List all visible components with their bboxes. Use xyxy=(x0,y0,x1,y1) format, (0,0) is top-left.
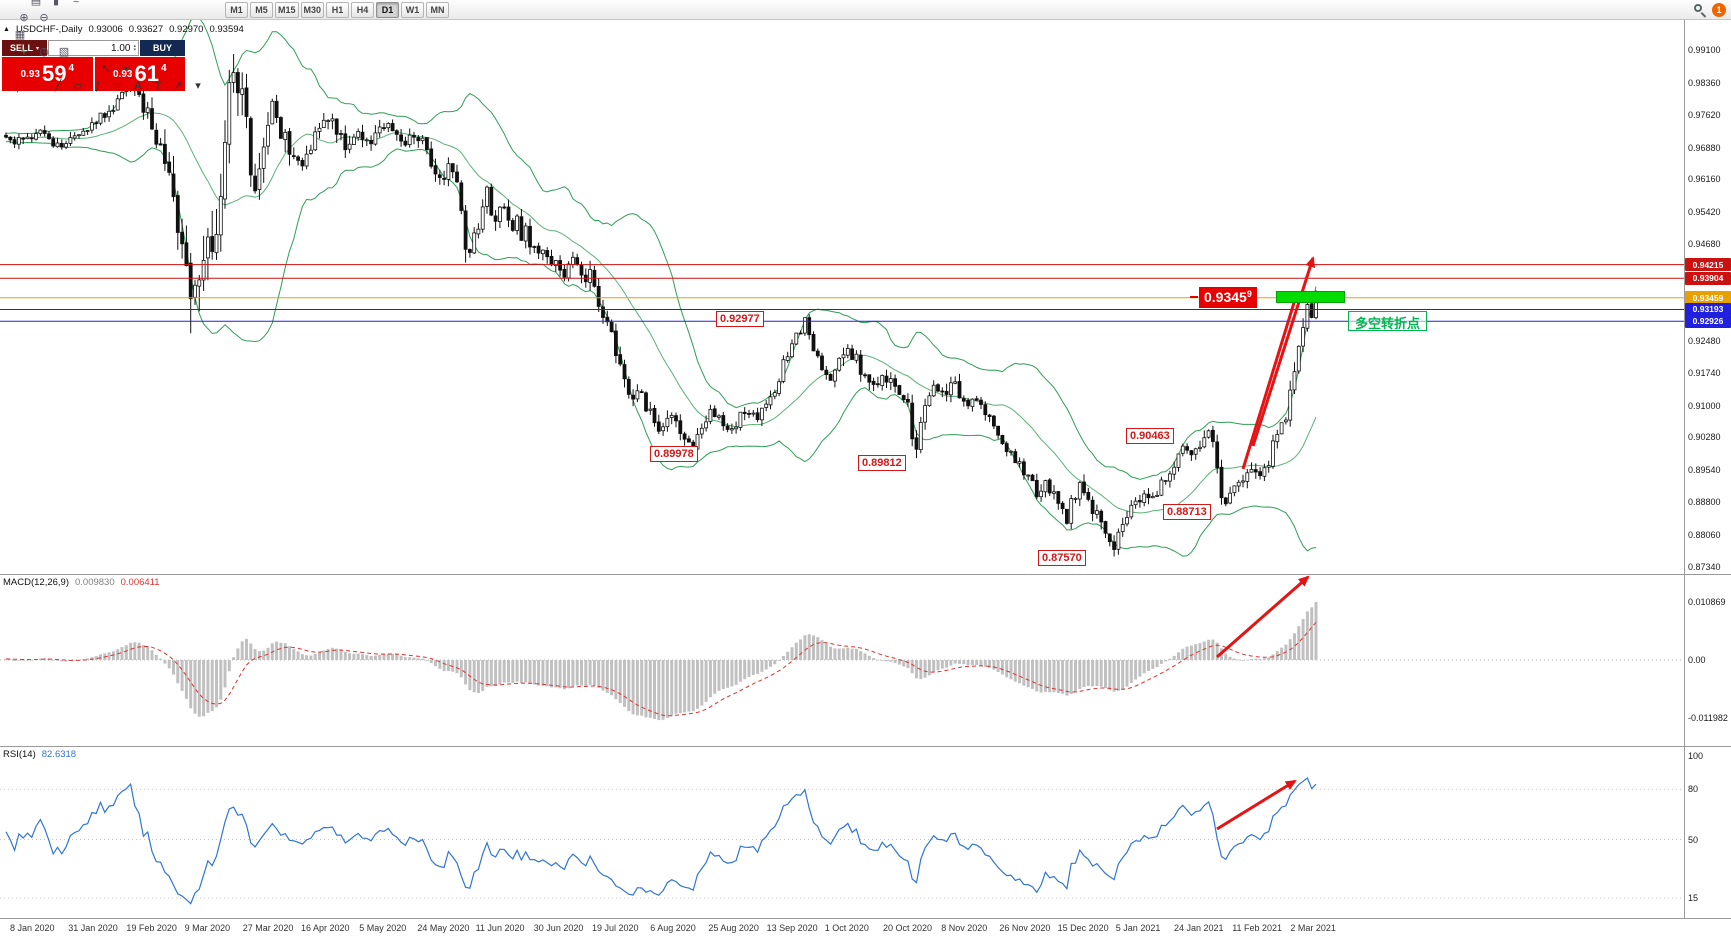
equidistant-channel-icon[interactable]: ▱ xyxy=(73,79,83,92)
price-axis[interactable] xyxy=(1684,20,1731,918)
timeframe-m30[interactable]: M30 xyxy=(300,1,325,18)
timeframe-m15[interactable]: M15 xyxy=(275,1,299,18)
shapes-icon[interactable]: ≡ xyxy=(114,79,122,92)
toolbar-groups: ▦▤▯新订单◆●●▶自动交易▤▮≈⊕⊖▦+◷▧↖+│─╱▱ƒ≡AT↗▾ xyxy=(0,0,208,95)
main-toolbar: ▦▤▯新订单◆●●▶自动交易▤▮≈⊕⊖▦+◷▧↖+│─╱▱ƒ≡AT↗▾ M1M5… xyxy=(0,0,1731,91)
indicators-icon[interactable]: + xyxy=(20,45,28,58)
panel-divider-rsi[interactable] xyxy=(0,743,1684,750)
text-icon[interactable]: A xyxy=(134,79,142,92)
crosshair-icon[interactable]: + xyxy=(122,62,130,75)
panel-divider-macd[interactable] xyxy=(0,571,1684,578)
line-chart-icon[interactable]: ≈ xyxy=(72,0,80,7)
arrows-tool-icon[interactable]: ↗ xyxy=(173,79,183,92)
vertical-line-icon[interactable]: │ xyxy=(14,79,22,92)
text-label-icon[interactable]: T xyxy=(154,79,162,92)
timeframe-w1[interactable]: W1 xyxy=(401,1,425,18)
tools-dropdown-icon[interactable]: ▾ xyxy=(195,79,201,92)
toolbar-right: 1 xyxy=(1693,3,1726,18)
templates-icon[interactable]: ▧ xyxy=(58,45,70,58)
notification-badge[interactable]: 1 xyxy=(1712,3,1726,17)
time-axis[interactable] xyxy=(0,919,1684,945)
timeframe-mn[interactable]: MN xyxy=(426,1,450,18)
tile-windows-icon[interactable]: ▦ xyxy=(14,28,26,41)
cursor-icon[interactable]: ↖ xyxy=(101,62,111,75)
search-icon[interactable] xyxy=(1693,3,1707,18)
horizontal-line-icon[interactable]: ─ xyxy=(34,79,42,92)
bar-chart-icon[interactable]: ▤ xyxy=(30,0,42,7)
timeframe-h1[interactable]: H1 xyxy=(326,1,350,18)
fibonacci-icon[interactable]: ƒ xyxy=(94,79,102,92)
trendline-icon[interactable]: ╱ xyxy=(54,79,62,92)
timeframe-m1[interactable]: M1 xyxy=(225,1,248,18)
periods-icon[interactable]: ◷ xyxy=(39,45,49,58)
zoom-in-icon[interactable]: ⊕ xyxy=(19,11,29,24)
timeframe-toolbar: M1 M5 M15 M30 H1 H4 D1 W1 MN xyxy=(224,1,450,18)
candlestick-chart-icon[interactable]: ▮ xyxy=(52,0,60,7)
timeframe-h4[interactable]: H4 xyxy=(351,1,375,18)
timeframe-m5[interactable]: M5 xyxy=(250,1,273,18)
timeframe-d1[interactable]: D1 xyxy=(376,1,400,18)
zoom-out-icon[interactable]: ⊖ xyxy=(39,11,49,24)
